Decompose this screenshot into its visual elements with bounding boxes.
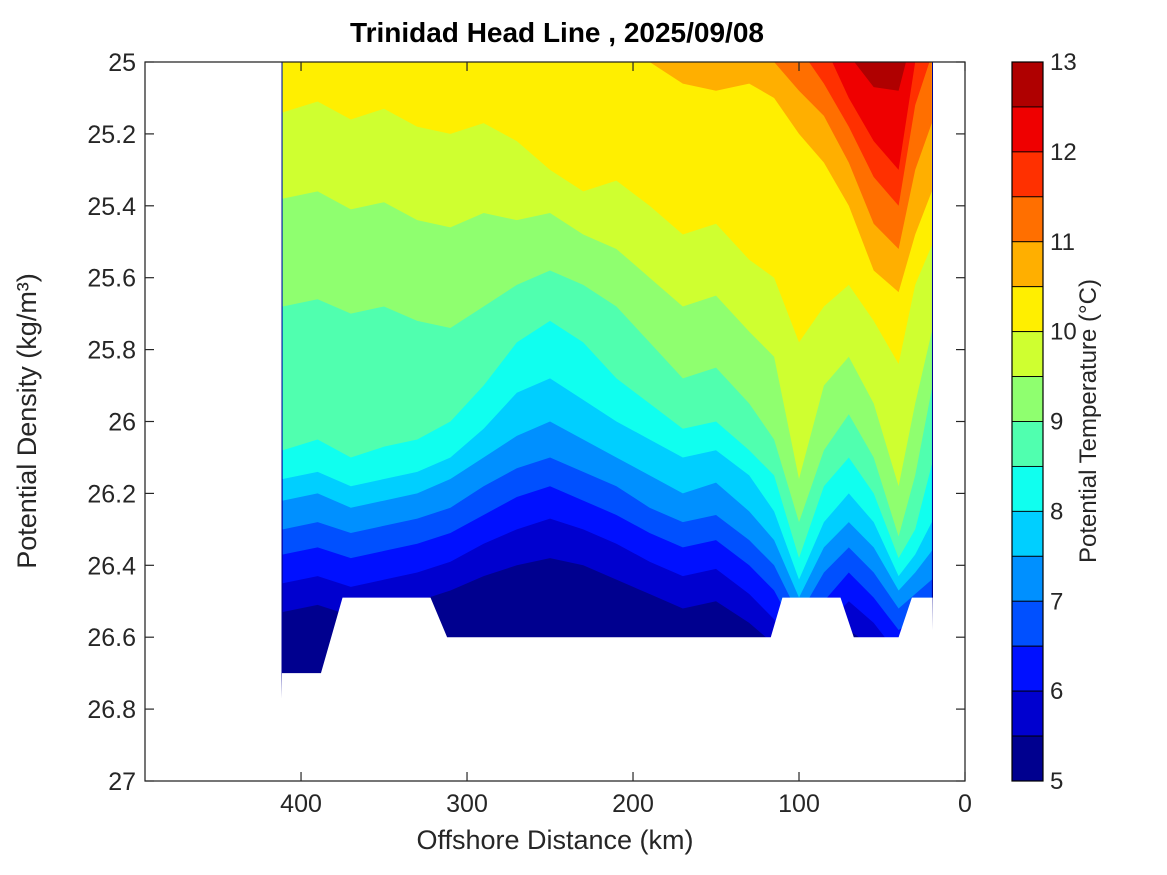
x-tick-label: 200 <box>612 790 654 818</box>
y-tick-label: 26.4 <box>87 552 136 580</box>
colorbar-segment <box>1011 286 1044 333</box>
x-tick-label: 400 <box>280 790 322 818</box>
contour-bands <box>281 62 933 781</box>
colorbar-tick-label: 6 <box>1050 678 1063 705</box>
colorbar-segment <box>1011 61 1044 108</box>
x-tick-label: 300 <box>446 790 488 818</box>
colorbar-segment <box>1011 331 1044 378</box>
colorbar-border <box>1011 61 1044 782</box>
y-tick-label: 25.4 <box>87 193 136 221</box>
colorbar-segment <box>1011 690 1044 737</box>
y-tick-label: 25 <box>108 49 136 77</box>
y-tick-label: 26.2 <box>87 480 136 508</box>
axes-box-and-ticks: 400 300 200 100 0 25 25.2 25.4 25.6 25.8 26 26.2 26.… <box>87 49 972 818</box>
colorbar-segment <box>1011 555 1044 602</box>
colorbar-segment <box>1011 600 1044 647</box>
colorbar-segment <box>1011 465 1044 512</box>
colorbar-tick-label: 8 <box>1050 498 1063 525</box>
band-ge-10C <box>282 62 932 364</box>
y-tick-label: 25.8 <box>87 337 136 365</box>
y-tick-label: 26.6 <box>87 624 136 652</box>
band-ge-12.5C <box>282 62 932 91</box>
colorbar-segment <box>1011 510 1044 557</box>
colorbar-tick-label: 5 <box>1050 768 1063 795</box>
y-tick-label: 26 <box>108 409 136 437</box>
x-tick-label: 0 <box>958 790 972 818</box>
colorbar-segment <box>1011 196 1044 243</box>
x-axis-label: Offshore Distance (km) <box>416 825 693 855</box>
x-tick-label: 100 <box>778 790 820 818</box>
colorbar-segment <box>1011 241 1044 288</box>
colorbar-segment <box>1011 106 1044 153</box>
y-tick-label: 25.6 <box>87 265 136 293</box>
colorbar: 5 6 7 8 9 10 11 12 13 <box>1011 49 1077 795</box>
colorbar-tick-label: 9 <box>1050 409 1063 436</box>
plot-title: Trinidad Head Line , 2025/09/08 <box>350 17 764 48</box>
colorbar-segment <box>1011 735 1044 782</box>
colorbar-tick-label: 7 <box>1050 588 1063 615</box>
y-axis-label: Potential Density (kg/m³) <box>12 273 42 569</box>
bottom-topography-mask <box>281 597 933 781</box>
colorbar-tick-label: 10 <box>1050 319 1077 346</box>
colorbar-label: Potential Temperature (°C) <box>1075 279 1102 563</box>
colorbar-tick-label: 13 <box>1050 49 1077 76</box>
y-tick-label: 27 <box>108 768 136 796</box>
colorbar-segment <box>1011 421 1044 467</box>
colorbar-segment <box>1011 376 1044 422</box>
colorbar-tick-label: 12 <box>1050 139 1077 166</box>
y-tick-label: 25.2 <box>87 121 136 149</box>
colorbar-segment <box>1011 151 1044 198</box>
y-tick-label: 26.8 <box>87 696 136 724</box>
colorbar-segment <box>1011 645 1044 692</box>
colorbar-tick-label: 11 <box>1050 229 1075 256</box>
